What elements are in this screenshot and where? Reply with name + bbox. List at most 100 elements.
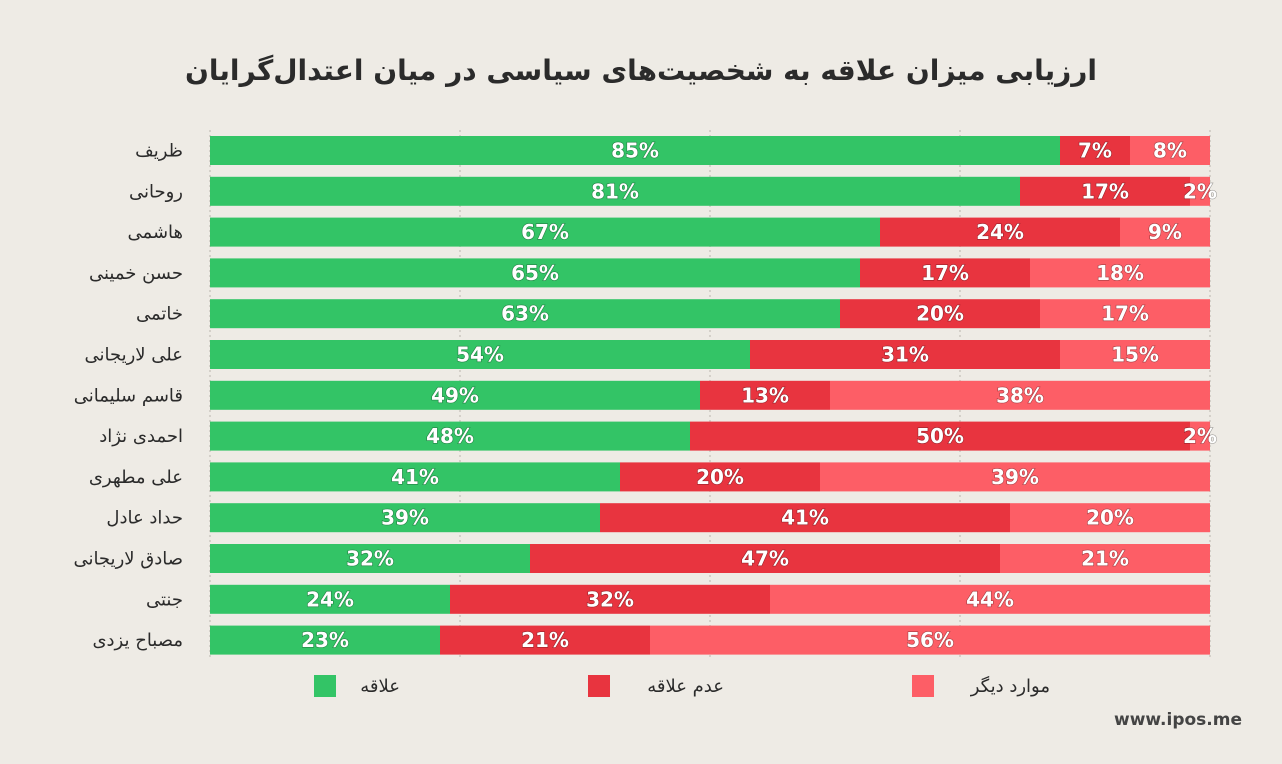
bar-segment (700, 380, 830, 410)
data-label: 63% (501, 302, 549, 326)
data-label: 23% (301, 628, 349, 652)
bar-segment (210, 625, 440, 655)
data-label: 20% (1086, 506, 1134, 530)
data-label: 2% (1183, 424, 1217, 448)
bar-segment (830, 380, 1210, 410)
legend-swatch (314, 675, 336, 697)
data-label: 7% (1078, 139, 1112, 163)
bar-segment (650, 625, 1210, 655)
category-label: حسن خمینی (89, 263, 183, 284)
data-label: 65% (511, 261, 559, 285)
legend-swatch (912, 675, 934, 697)
bar-segment (620, 462, 820, 492)
data-label: 38% (996, 383, 1044, 407)
data-label: 48% (426, 424, 474, 448)
bar-segment (210, 380, 700, 410)
data-label: 24% (306, 587, 354, 611)
data-label: 24% (976, 220, 1024, 244)
legend: علاقه عدم علاقه موارد دیگر (314, 675, 1050, 697)
data-label: 49% (431, 383, 479, 407)
data-label: 67% (521, 220, 569, 244)
data-label: 39% (381, 506, 429, 530)
bar-segment (210, 176, 1020, 206)
bar-segment (880, 217, 1120, 247)
data-label: 2% (1183, 179, 1217, 203)
data-label: 31% (881, 343, 929, 367)
bar-segment (820, 462, 1210, 492)
data-label: 44% (966, 587, 1014, 611)
bar-segment (1190, 176, 1210, 206)
bar-segment (1020, 176, 1190, 206)
data-label: 18% (1096, 261, 1144, 285)
legend-label: عدم علاقه (647, 676, 724, 697)
bar-segment (1120, 217, 1210, 247)
bar-segment (210, 136, 1060, 165)
bar-segment (530, 544, 1000, 573)
category-label: قاسم سلیمانی (74, 385, 183, 406)
data-label: 81% (591, 179, 639, 203)
data-label: 17% (1101, 302, 1149, 326)
bar-segment (1130, 136, 1210, 165)
bar-segment (210, 217, 880, 247)
data-label: 50% (916, 424, 964, 448)
chart-title: ارزیابی میزان علاقه به شخصیت‌های سیاسی د… (185, 54, 1097, 87)
bar-segment (840, 299, 1040, 329)
bar-segment (210, 340, 750, 369)
category-label: صادق لاریجانی (73, 549, 183, 570)
bar-segment (210, 503, 600, 533)
data-label: 15% (1111, 343, 1159, 367)
bar-segment (210, 258, 860, 288)
data-label: 32% (586, 587, 634, 611)
bar-segment (1190, 421, 1210, 451)
data-label: 32% (346, 547, 394, 571)
data-label: 56% (906, 628, 954, 652)
data-label: 20% (696, 465, 744, 489)
legend-swatch (588, 675, 610, 697)
footer-website: www.ipos.me (1114, 710, 1242, 730)
data-label: 9% (1148, 220, 1182, 244)
data-label: 21% (521, 628, 569, 652)
bar-segment (1010, 503, 1210, 533)
category-label: ظریف (135, 141, 183, 162)
category-labels: ظریف روحانی هاشمی حسن خمینی خاتمی علی لاریجان… (73, 141, 183, 652)
data-label: 54% (456, 343, 504, 367)
data-label: 41% (391, 465, 439, 489)
bar-segment (210, 421, 690, 451)
data-label: 8% (1153, 139, 1187, 163)
bar-segment (1030, 258, 1210, 288)
category-label: جنتی (146, 589, 183, 610)
category-label: مصباح یزدی (92, 630, 183, 651)
category-label: احمدی نژاد (99, 426, 183, 447)
data-label: 41% (781, 506, 829, 530)
bar-segment (210, 544, 530, 573)
bar-segment (210, 462, 620, 492)
bar-segment (860, 258, 1030, 288)
bar-segment (690, 421, 1190, 451)
category-label: حداد عادل (106, 508, 183, 529)
data-label: 39% (991, 465, 1039, 489)
bars: 85% 7% 8% 81% 17% 2% 67% 24% 9% 65% 17% 18% 63% 20% 17… (210, 136, 1218, 655)
bar-segment (1040, 299, 1210, 329)
data-label: 47% (741, 547, 789, 571)
bar-segment (1060, 340, 1210, 369)
bar-segment (1000, 544, 1210, 573)
bar-segment (450, 584, 770, 614)
bar-segment (770, 584, 1210, 614)
data-label: 17% (921, 261, 969, 285)
bar-segment (1060, 136, 1130, 165)
category-label: خاتمی (136, 304, 183, 325)
bar-segment (210, 584, 450, 614)
bar-segment (210, 299, 840, 329)
data-label: 13% (741, 383, 789, 407)
category-label: هاشمی (128, 222, 183, 243)
data-label: 21% (1081, 547, 1129, 571)
bar-segment (440, 625, 650, 655)
category-label: علی لاریجانی (84, 345, 183, 366)
legend-label: موارد دیگر (970, 675, 1050, 697)
data-label: 85% (611, 139, 659, 163)
category-label: علی مطهری (89, 467, 183, 488)
bar-segment (600, 503, 1010, 533)
legend-label: علاقه (360, 676, 400, 697)
bar-segment (750, 340, 1060, 369)
